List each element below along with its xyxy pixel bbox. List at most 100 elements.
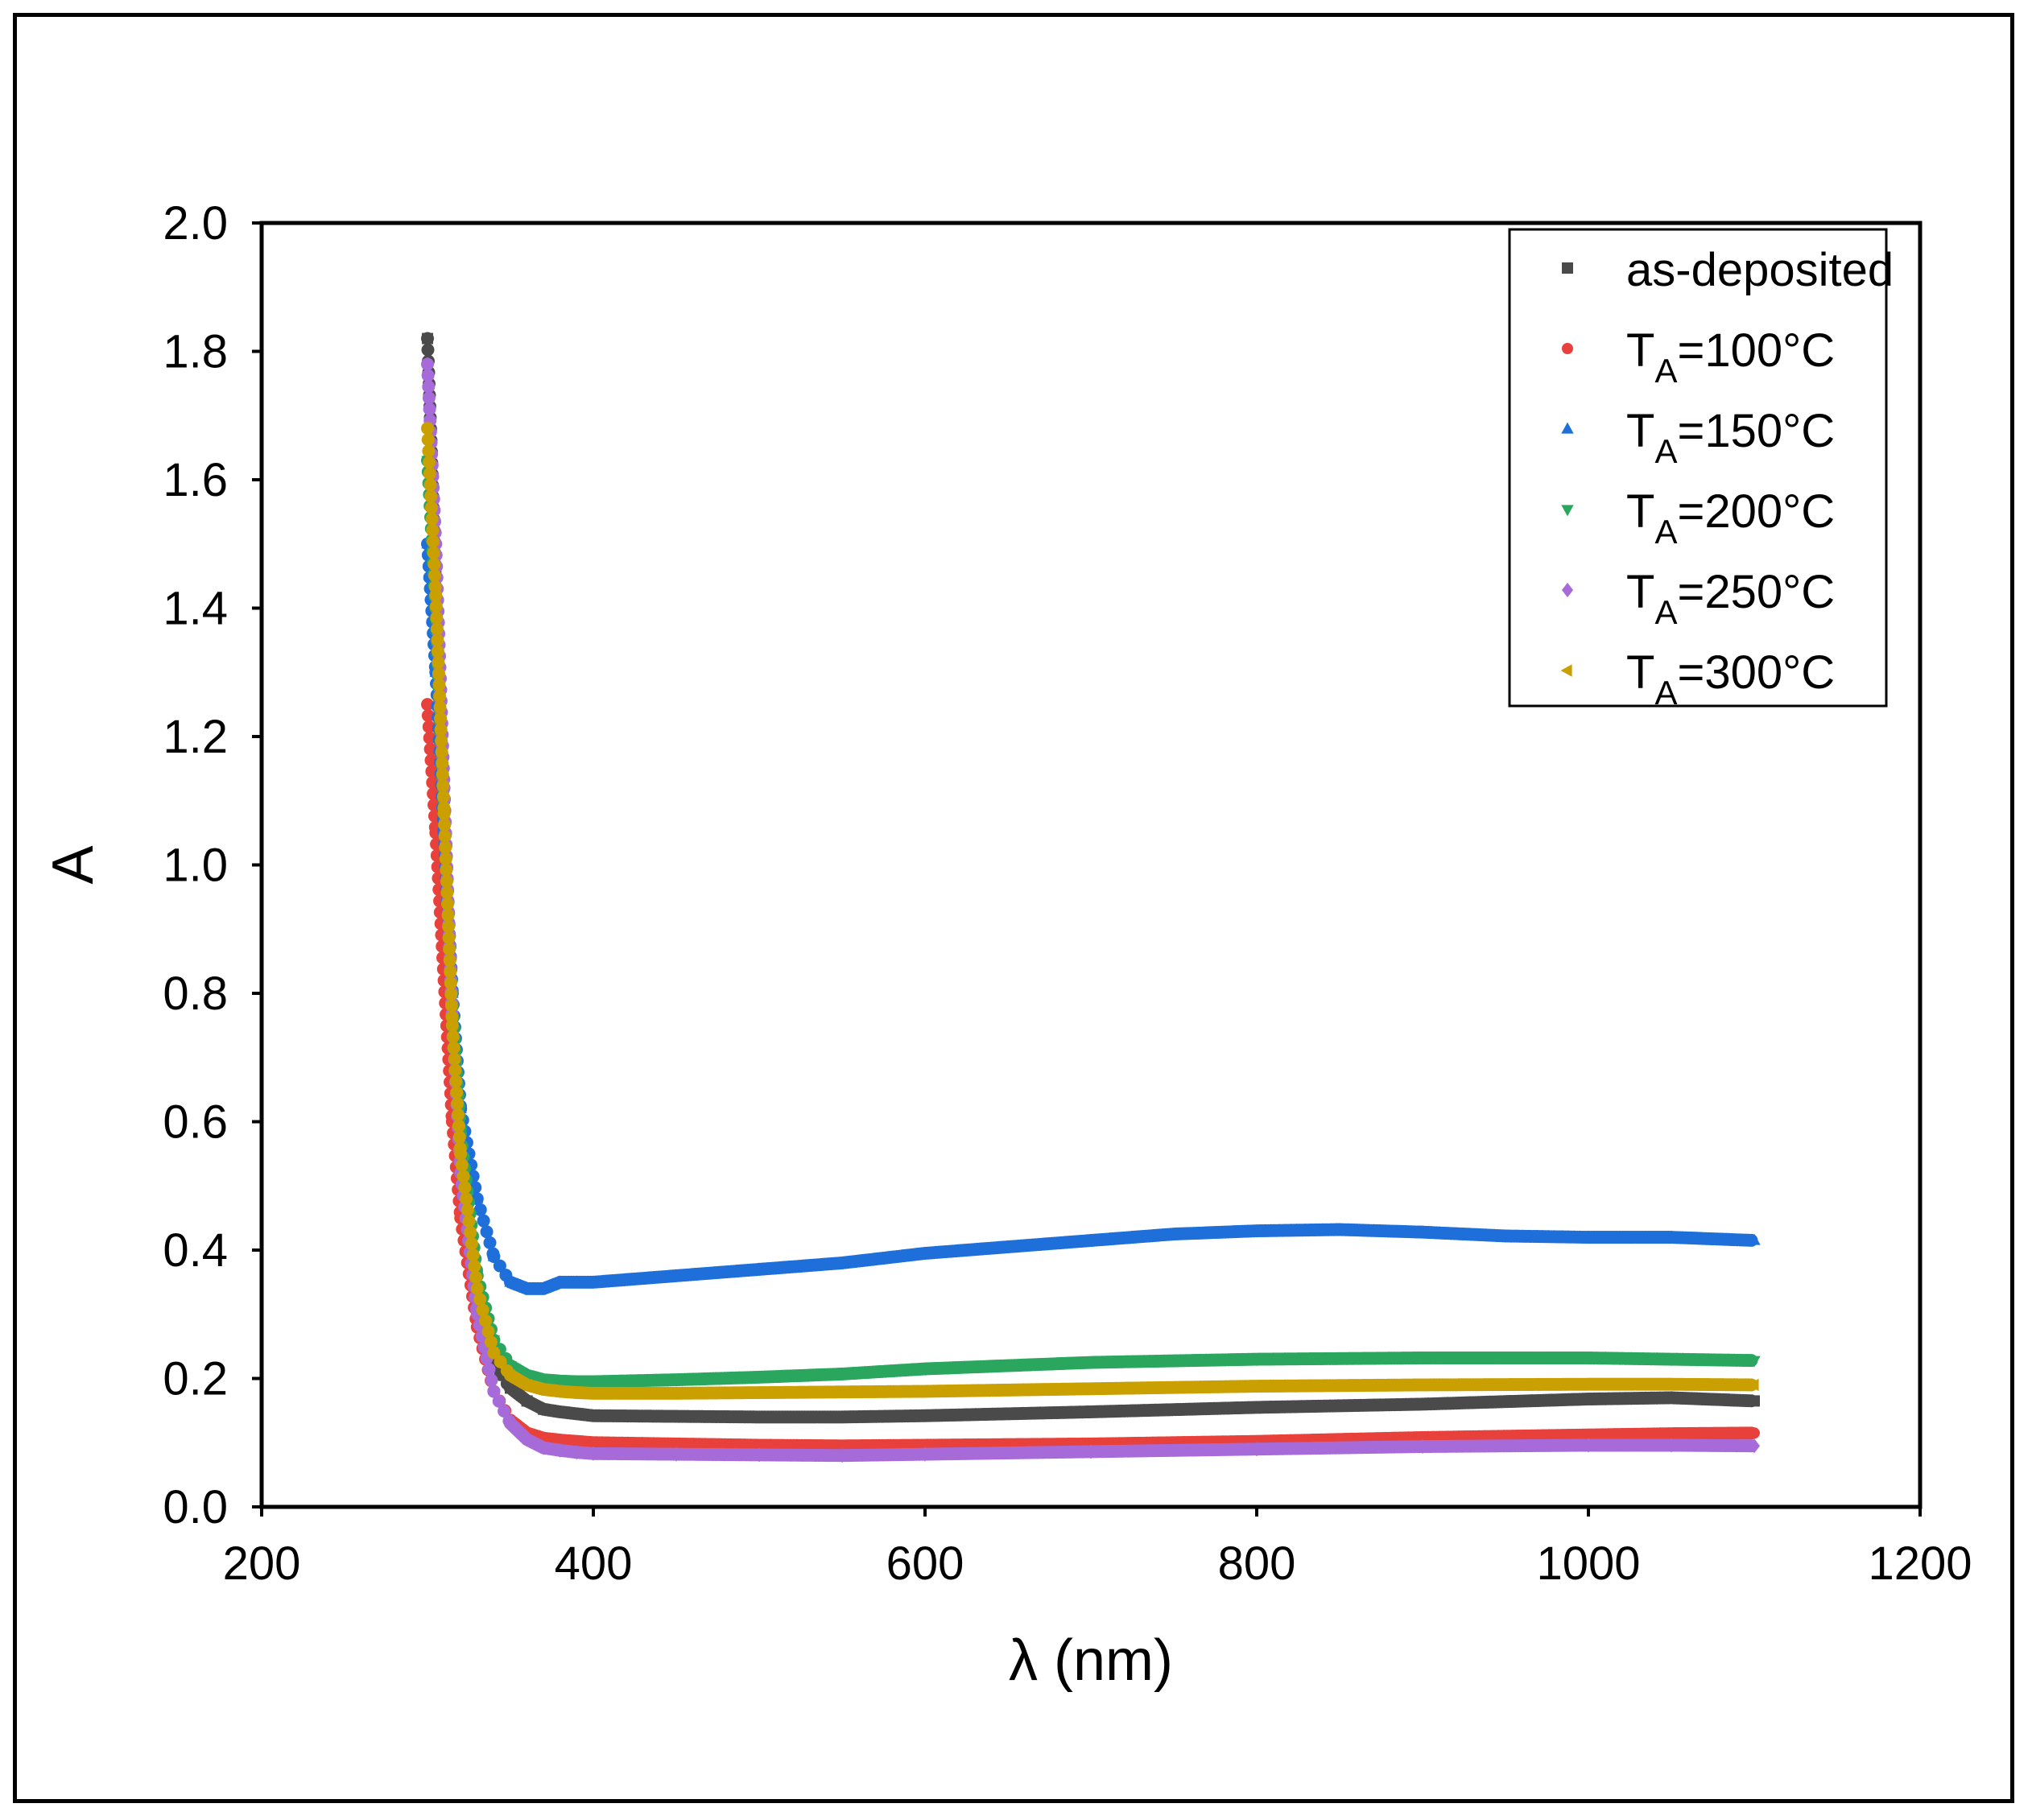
data-point bbox=[570, 1275, 584, 1287]
series-trace bbox=[431, 633, 444, 647]
series-trace bbox=[492, 1394, 506, 1408]
series-trace bbox=[423, 456, 436, 469]
series-trace bbox=[429, 600, 443, 613]
legend-label: TA=150°C bbox=[1626, 405, 1835, 470]
x-tick-label: 400 bbox=[555, 1537, 633, 1590]
data-point bbox=[520, 1281, 534, 1294]
legend-marker bbox=[1560, 664, 1572, 677]
series-trace bbox=[436, 768, 449, 782]
series-trace bbox=[443, 943, 456, 956]
data-point bbox=[470, 1282, 482, 1295]
data-point bbox=[753, 1372, 766, 1385]
data-point bbox=[836, 1448, 848, 1463]
legend-marker bbox=[1562, 343, 1573, 354]
series-trace bbox=[455, 1158, 469, 1172]
series-trace bbox=[447, 1041, 461, 1054]
series-trace bbox=[448, 1052, 461, 1066]
data-point bbox=[422, 357, 433, 372]
data-point bbox=[553, 1385, 565, 1398]
data-point bbox=[671, 1447, 682, 1462]
y-tick-label: 1.0 bbox=[163, 840, 228, 892]
series-2 bbox=[421, 537, 1761, 1295]
series-trace bbox=[423, 478, 437, 492]
legend-label: TA=300°C bbox=[1626, 646, 1835, 712]
series-trace bbox=[423, 402, 436, 416]
data-point bbox=[1084, 1382, 1096, 1395]
data-point bbox=[570, 1376, 584, 1389]
legend-marker bbox=[1561, 505, 1574, 517]
data-point bbox=[1666, 1428, 1677, 1440]
data-point bbox=[428, 588, 440, 602]
data-point bbox=[1249, 1380, 1262, 1393]
data-point bbox=[671, 1410, 682, 1422]
series-trace bbox=[421, 369, 435, 382]
data-point bbox=[1583, 1429, 1594, 1441]
x-tick-label: 1000 bbox=[1536, 1537, 1640, 1590]
series-trace bbox=[426, 523, 440, 537]
data-point bbox=[445, 1019, 457, 1032]
series-trace bbox=[421, 708, 435, 722]
series-trace bbox=[460, 1192, 473, 1206]
data-point bbox=[1665, 1230, 1678, 1242]
data-point bbox=[588, 1437, 599, 1449]
y-tick-label: 0.6 bbox=[163, 1096, 228, 1149]
data-point bbox=[588, 1409, 599, 1422]
series-1 bbox=[421, 698, 1760, 1453]
legend-box bbox=[1508, 228, 1888, 708]
data-point bbox=[471, 1306, 483, 1322]
series-trace bbox=[422, 720, 436, 733]
data-point bbox=[1748, 1356, 1761, 1368]
legend-marker bbox=[1562, 262, 1573, 274]
data-point bbox=[1084, 1357, 1097, 1369]
series-trace bbox=[440, 885, 454, 899]
series-trace bbox=[451, 1096, 465, 1110]
data-point bbox=[1416, 1225, 1429, 1237]
data-point bbox=[505, 1382, 516, 1394]
data-point bbox=[1749, 1395, 1760, 1407]
series-trace bbox=[440, 874, 453, 888]
series-trace bbox=[462, 1215, 476, 1228]
data-point bbox=[1748, 1233, 1761, 1245]
y-axis-title: A bbox=[41, 845, 105, 884]
data-point bbox=[1666, 1392, 1677, 1404]
series-trace bbox=[480, 1225, 494, 1239]
plot-area bbox=[259, 221, 1923, 1509]
series-trace bbox=[439, 840, 452, 854]
data-point bbox=[587, 1376, 600, 1389]
data-point bbox=[1002, 1240, 1014, 1252]
legend-marker bbox=[1562, 582, 1573, 598]
data-point bbox=[1747, 1378, 1759, 1392]
data-point bbox=[752, 1386, 764, 1399]
series-trace bbox=[448, 1063, 462, 1077]
series-3 bbox=[421, 454, 1761, 1389]
series-trace bbox=[434, 723, 448, 737]
legend-label: TA=250°C bbox=[1626, 566, 1835, 631]
y-tick-label: 1.6 bbox=[163, 454, 228, 506]
series-trace bbox=[452, 1130, 466, 1144]
data-point bbox=[1582, 1230, 1595, 1242]
data-point bbox=[538, 1403, 550, 1415]
data-point bbox=[754, 1411, 765, 1423]
data-point bbox=[1499, 1229, 1512, 1241]
series-trace bbox=[440, 897, 454, 910]
series-trace bbox=[435, 745, 448, 759]
data-point bbox=[422, 699, 433, 711]
series-trace bbox=[476, 1303, 489, 1317]
series-trace bbox=[461, 1203, 474, 1217]
y-tick-label: 0.8 bbox=[163, 968, 228, 1020]
series-trace bbox=[444, 999, 458, 1013]
series-trace bbox=[442, 920, 456, 934]
series-trace bbox=[421, 343, 435, 357]
data-point bbox=[437, 807, 449, 820]
x-tick-label: 800 bbox=[1218, 1537, 1296, 1590]
series-trace bbox=[424, 501, 438, 514]
series-trace bbox=[458, 1181, 472, 1195]
series-trace bbox=[444, 988, 458, 1001]
series-trace bbox=[428, 568, 442, 582]
data-point bbox=[836, 1411, 848, 1423]
series-trace bbox=[468, 1259, 481, 1273]
data-point bbox=[521, 1395, 533, 1407]
series-trace bbox=[473, 1203, 487, 1216]
data-point bbox=[1251, 1442, 1262, 1457]
